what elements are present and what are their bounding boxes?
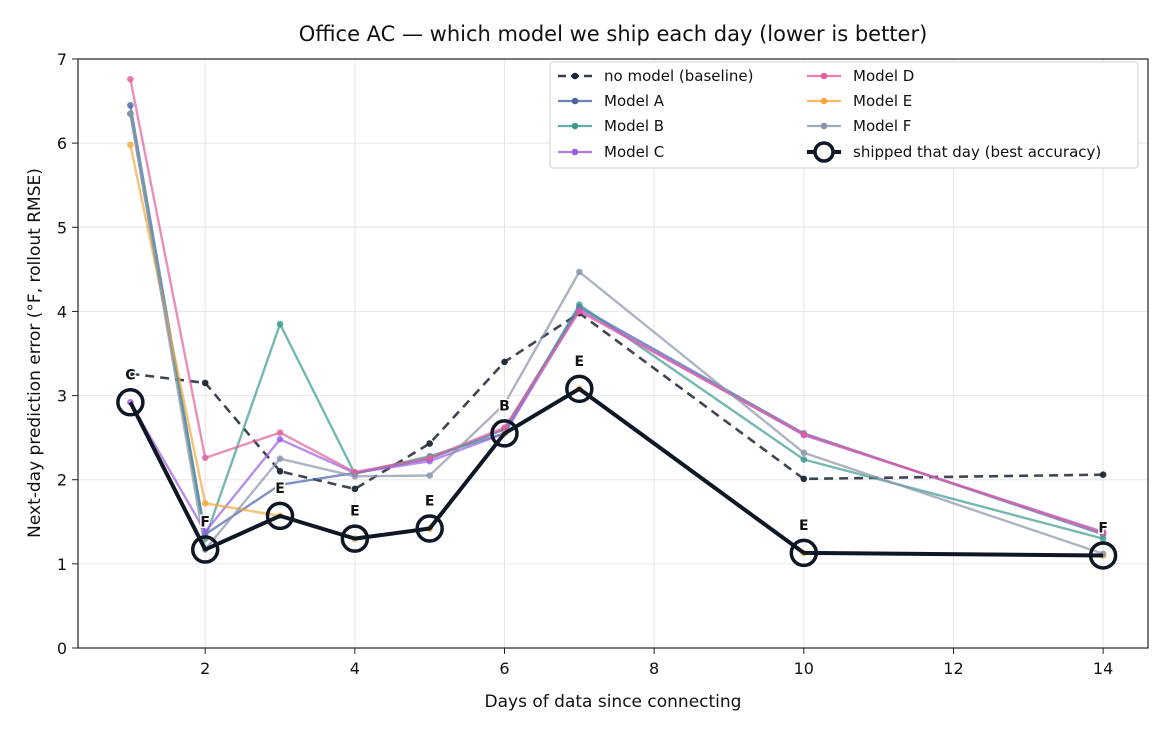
data-point-4 xyxy=(426,454,433,462)
y-tick-label: 0 xyxy=(57,639,67,658)
x-tick-label: 8 xyxy=(649,659,659,678)
data-point-6 xyxy=(501,400,508,408)
data-point-4 xyxy=(276,429,284,436)
legend-label: Model E xyxy=(853,92,912,110)
shipped-marker xyxy=(190,535,220,564)
shipped-line xyxy=(128,386,1104,558)
shipped-marker xyxy=(340,524,370,553)
legend-swatch-marker xyxy=(820,72,828,80)
data-point-0 xyxy=(426,440,433,447)
shipped-model-label: E xyxy=(575,354,585,370)
y-tick-label: 7 xyxy=(57,50,67,69)
x-axis-label: Days of data since connecting xyxy=(485,692,742,712)
y-axis-label: Next-day prediction error (°F, rollout R… xyxy=(25,168,45,538)
legend-swatch-marker xyxy=(813,141,835,163)
x-tick-label: 4 xyxy=(350,659,360,678)
legend-swatch-marker xyxy=(820,122,828,130)
series-line-3 xyxy=(129,308,1104,534)
data-point-4 xyxy=(576,308,583,315)
x-tick-label: 6 xyxy=(499,659,509,678)
y-tick-label: 3 xyxy=(57,387,67,406)
series-line-2 xyxy=(129,113,1104,540)
series xyxy=(127,75,1107,559)
data-point-1 xyxy=(127,101,134,109)
series-line-1 xyxy=(129,105,1104,536)
data-point-6 xyxy=(351,473,359,480)
data-point-0 xyxy=(351,485,359,493)
y-tick-label: 1 xyxy=(57,555,67,574)
shipped-marker xyxy=(1088,541,1118,570)
data-point-0 xyxy=(276,468,284,475)
data-point-6 xyxy=(127,110,134,117)
data-point-2 xyxy=(576,301,583,308)
data-point-2 xyxy=(1099,535,1107,542)
shipped-series xyxy=(116,374,1118,570)
legend-label: Model B xyxy=(604,117,664,135)
shipped-model-label: E xyxy=(275,481,285,497)
x-tick-label: 12 xyxy=(943,659,963,678)
shipped-model-label: E xyxy=(425,494,435,510)
plot-frame xyxy=(77,58,1149,649)
data-point-0 xyxy=(127,370,134,377)
x-tick-label: 14 xyxy=(1093,659,1113,678)
y-tick-label: 4 xyxy=(57,302,67,321)
data-point-4 xyxy=(800,430,808,438)
x-tick-label: 2 xyxy=(200,659,210,678)
data-point-5 xyxy=(127,141,134,149)
data-point-4 xyxy=(1099,529,1107,537)
legend-box xyxy=(549,61,1139,169)
data-point-4 xyxy=(501,424,508,431)
data-point-0 xyxy=(501,358,508,366)
x-tick-label: 10 xyxy=(794,659,814,678)
shipped-model-label: C xyxy=(125,367,135,383)
legend-label: no model (baseline) xyxy=(604,67,753,85)
data-point-1 xyxy=(276,481,284,489)
legend-label: Model F xyxy=(853,117,911,135)
legend: no model (baseline) Model A Model B Model C… xyxy=(549,61,1139,169)
model-annotations: C F E E E B E E F xyxy=(124,352,1110,538)
data-point-2 xyxy=(276,320,284,328)
legend-swatch-marker xyxy=(571,148,579,156)
series-line-0 xyxy=(130,311,1104,491)
y-tick-label: 6 xyxy=(57,134,67,153)
shipped-model-label: B xyxy=(499,398,510,414)
data-point-6 xyxy=(426,472,433,479)
data-point-4 xyxy=(127,75,134,83)
shipped-model-label: F xyxy=(200,515,210,531)
legend-swatch-marker xyxy=(571,72,579,80)
shipped-marker xyxy=(265,501,295,531)
shipped-marker xyxy=(565,374,594,404)
y-tick-label: 2 xyxy=(57,471,67,490)
data-point-0 xyxy=(800,475,808,483)
shipped-model-label: E xyxy=(799,518,809,534)
shipped-marker xyxy=(415,514,444,543)
data-point-0 xyxy=(201,379,209,387)
legend-swatch-marker xyxy=(571,97,579,105)
shipped-marker xyxy=(789,538,819,568)
legend-swatch-marker xyxy=(571,122,579,130)
data-point-3 xyxy=(276,436,284,443)
data-point-2 xyxy=(800,456,808,463)
chart-title: Office AC — which model we ship each day… xyxy=(299,22,928,46)
data-point-0 xyxy=(1099,471,1107,478)
data-point-6 xyxy=(576,268,583,276)
data-point-6 xyxy=(800,449,808,457)
legend-label: Model A xyxy=(604,92,665,110)
shipped-marker xyxy=(116,388,145,417)
shipped-model-label: E xyxy=(350,504,360,520)
data-point-4 xyxy=(201,454,209,462)
data-point-6 xyxy=(276,455,284,462)
legend-label: shipped that day (best accuracy) xyxy=(853,143,1101,161)
y-tick-label: 5 xyxy=(57,218,67,237)
legend-swatch-marker xyxy=(820,97,828,105)
legend-label: Model D xyxy=(853,67,914,85)
data-point-5 xyxy=(201,499,209,507)
shipped-marker xyxy=(490,419,519,448)
legend-label: Model C xyxy=(604,143,664,161)
shipped-model-label: F xyxy=(1098,520,1108,536)
